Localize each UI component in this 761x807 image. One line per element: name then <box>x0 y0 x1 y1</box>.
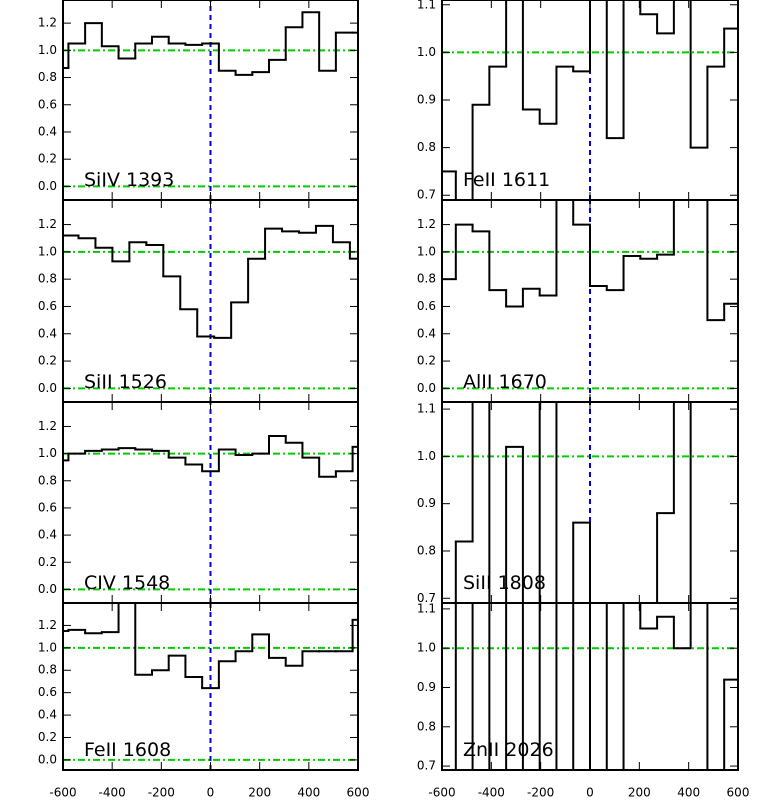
y-tick-label: 0.6 <box>417 299 436 313</box>
y-tick-label: 0.6 <box>38 97 57 111</box>
x-tick-label: 200 <box>628 786 651 800</box>
line-label: SiII 1808 <box>463 572 546 594</box>
y-tick-label: 0.0 <box>38 179 57 193</box>
x-tick-label: 400 <box>297 786 320 800</box>
y-tick-label: 0.6 <box>38 299 57 313</box>
y-tick-label: 1.0 <box>38 446 57 460</box>
panel: 0.7 0.8 0.9 1.0 1.1 -600 -400 -200 0 200 400 600 ZnI… <box>417 601 750 800</box>
plot-area <box>442 603 738 770</box>
plot-area <box>442 0 738 200</box>
x-tick-label: -400 <box>478 786 505 800</box>
y-tick-label: 0.4 <box>38 528 57 542</box>
y-tick-label: 1.1 <box>417 0 436 11</box>
y-tick-label: 0.8 <box>38 70 57 84</box>
y-tick-label: 1.0 <box>38 244 57 258</box>
plot-area <box>63 200 358 402</box>
panel: 0.0 0.2 0.4 0.6 0.8 1.0 1.2 -600 -400 -200 0 200 400… <box>38 602 370 800</box>
y-tick-label: 0.7 <box>417 591 436 605</box>
y-tick-label: 0.7 <box>417 759 436 773</box>
line-label: SiIV 1393 <box>84 169 174 191</box>
y-tick-label: 0.0 <box>38 752 57 766</box>
y-tick-label: 0.2 <box>38 354 57 368</box>
y-tick-label: 0.8 <box>38 663 57 677</box>
y-tick-label: 0.0 <box>417 381 436 395</box>
y-tick-label: 0.2 <box>38 555 57 569</box>
y-tick-label: 0.0 <box>38 582 57 596</box>
x-tick-label: -600 <box>49 786 76 800</box>
y-tick-label: 1.2 <box>38 16 57 30</box>
line-label: CIV 1548 <box>84 572 170 594</box>
y-tick-label: 0.4 <box>38 124 57 138</box>
y-tick-label: 1.1 <box>417 402 436 416</box>
y-tick-label: 0.9 <box>417 680 436 694</box>
x-tick-label: -400 <box>99 786 126 800</box>
y-tick-label: 1.0 <box>417 641 436 655</box>
line-label: FeII 1608 <box>84 739 171 761</box>
line-label: ZnII 2026 <box>463 739 554 761</box>
x-tick-label: 0 <box>586 786 594 800</box>
y-tick-label: 0.9 <box>417 496 436 510</box>
y-tick-label: 1.2 <box>38 217 57 231</box>
x-tick-label: 0 <box>207 786 215 800</box>
panel: 0.0 0.2 0.4 0.6 0.8 1.0 1.2 CIV 1548 <box>38 401 359 604</box>
y-tick-label: 1.2 <box>417 217 436 231</box>
panel: 0.7 0.8 0.9 1.0 1.1 SiII 1808 <box>417 401 739 605</box>
line-label: AlII 1670 <box>463 371 547 393</box>
y-tick-label: 0.9 <box>417 93 436 107</box>
y-tick-label: 0.8 <box>417 543 436 557</box>
plot-area <box>442 402 738 603</box>
y-tick-label: 0.8 <box>38 473 57 487</box>
line-label: FeII 1611 <box>463 169 550 191</box>
y-tick-label: 0.8 <box>417 719 436 733</box>
x-tick-label: 400 <box>677 786 700 800</box>
y-tick-label: 0.6 <box>38 500 57 514</box>
plot-area <box>442 200 738 402</box>
y-tick-label: 0.2 <box>38 730 57 744</box>
y-tick-label: 1.0 <box>38 43 57 57</box>
y-tick-label: 0.4 <box>417 326 436 340</box>
y-tick-label: 0.4 <box>38 326 57 340</box>
y-tick-label: 1.0 <box>417 45 436 59</box>
panel: 0.0 0.2 0.4 0.6 0.8 1.0 1.2 SiII 1526 <box>38 199 359 403</box>
x-tick-label: -200 <box>148 786 175 800</box>
x-tick-label: 600 <box>347 786 370 800</box>
y-tick-label: 0.8 <box>417 140 436 154</box>
x-tick-label: 200 <box>248 786 271 800</box>
y-tick-label: 0.0 <box>38 381 57 395</box>
panel: 0.7 0.8 0.9 1.0 1.1 FeII 1611 <box>417 0 739 202</box>
y-tick-label: 1.1 <box>417 601 436 615</box>
line-label: SiII 1526 <box>84 371 167 393</box>
y-tick-label: 1.2 <box>38 618 57 632</box>
y-tick-label: 0.4 <box>38 708 57 722</box>
y-tick-label: 0.8 <box>417 272 436 286</box>
x-tick-label: -200 <box>527 786 554 800</box>
y-tick-label: 1.0 <box>417 244 436 258</box>
y-tick-label: 0.2 <box>38 152 57 166</box>
y-tick-label: 1.0 <box>417 449 436 463</box>
y-tick-label: 0.6 <box>38 685 57 699</box>
panel: 0.0 0.2 0.4 0.6 0.8 1.0 1.2 SiIV 1393 <box>38 0 359 201</box>
y-tick-label: 1.0 <box>38 640 57 654</box>
plot-area <box>63 603 358 770</box>
y-tick-label: 0.2 <box>417 354 436 368</box>
x-tick-label: -600 <box>428 786 455 800</box>
y-tick-label: 0.8 <box>38 272 57 286</box>
y-tick-label: 1.2 <box>38 419 57 433</box>
x-tick-label: 600 <box>727 786 750 800</box>
plot-area <box>63 402 358 603</box>
y-tick-label: 0.7 <box>417 188 436 202</box>
panel: 0.0 0.2 0.4 0.6 0.8 1.0 1.2 AlII 1670 <box>417 199 739 403</box>
